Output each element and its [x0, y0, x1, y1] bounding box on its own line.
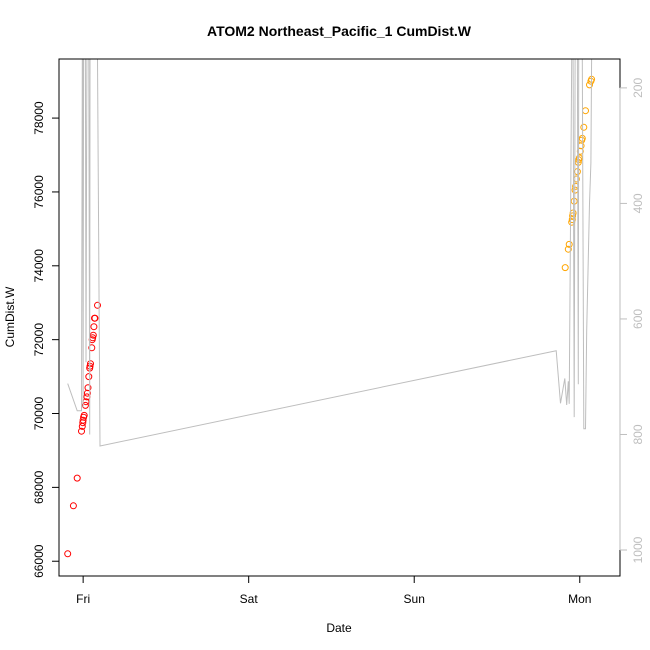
data-point	[580, 123, 588, 131]
data-point	[81, 401, 89, 409]
y-axis-label: CumDist.W	[3, 286, 17, 347]
data-point	[91, 314, 99, 322]
x-tick-label: Sun	[404, 592, 425, 606]
data-point	[564, 245, 572, 253]
data-point	[80, 411, 88, 419]
x-tick-label: Mon	[568, 592, 591, 606]
data-point	[570, 197, 578, 205]
x-tick-label: Fri	[76, 592, 90, 606]
data-point	[90, 323, 98, 331]
y-tick-label: 74000	[32, 249, 46, 283]
axes-layer: 66000 68000 70000 72000 74000 76000 78000 200 40…	[32, 78, 645, 606]
data-point	[88, 344, 96, 352]
y-tick-label: 72000	[32, 323, 46, 357]
data-point	[94, 301, 101, 309]
series-0	[64, 301, 101, 558]
depth-series-line	[67, 59, 593, 447]
y-tick-label: 66000	[32, 544, 46, 578]
data-point	[78, 427, 85, 435]
data-point	[69, 502, 77, 510]
y-right-tick-label: 400	[631, 193, 645, 213]
y-tick-label: 70000	[32, 397, 46, 431]
data-point	[561, 264, 569, 272]
data-point	[568, 216, 576, 224]
y-right-tick-label: 200	[631, 78, 645, 98]
y-tick-label: 76000	[32, 175, 46, 209]
plot-layer	[64, 59, 596, 558]
data-point	[569, 212, 577, 220]
data-point	[64, 550, 72, 558]
data-point	[84, 384, 92, 392]
data-point	[565, 240, 573, 248]
y-tick-label: 68000	[32, 470, 46, 504]
data-point	[87, 360, 94, 368]
y-tick-label: 78000	[32, 101, 46, 135]
x-tick-label: Sat	[240, 592, 259, 606]
y-right-tick-label: 600	[631, 309, 645, 329]
data-point	[85, 373, 93, 381]
chart-title: ATOM2 Northeast_Pacific_1 CumDist.W	[207, 23, 472, 39]
data-point	[73, 474, 81, 482]
y-right-tick-label: 800	[631, 424, 645, 444]
y-right-tick-label: 1000	[631, 536, 645, 563]
data-point	[79, 416, 87, 424]
data-point	[89, 331, 97, 339]
x-axis-label: Date	[326, 621, 352, 635]
